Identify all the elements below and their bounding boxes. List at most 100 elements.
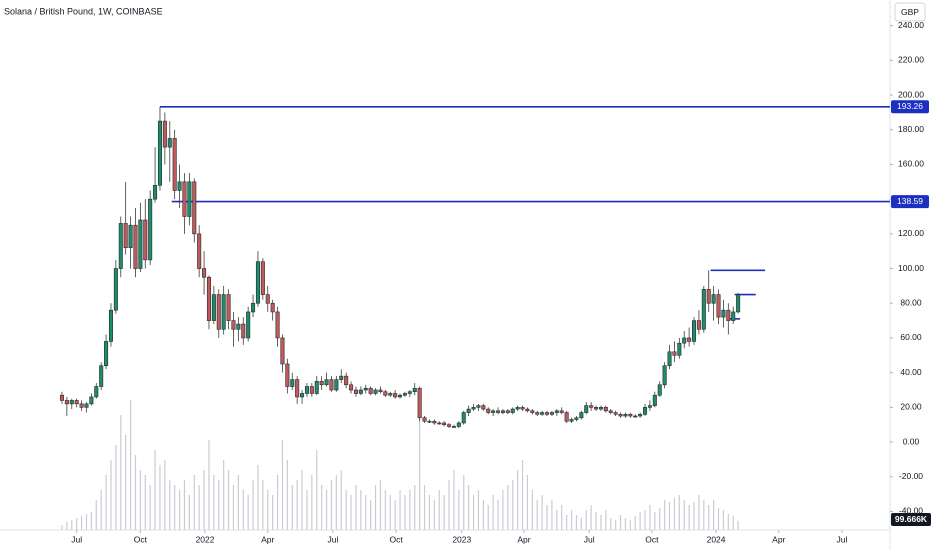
candle-body — [84, 403, 89, 408]
volume-bar — [472, 495, 475, 530]
candle-body — [162, 120, 167, 148]
volume-bar — [600, 515, 602, 530]
candle-body — [363, 387, 368, 391]
candle-body — [417, 387, 422, 419]
candle-body — [638, 413, 643, 417]
candle-body — [569, 419, 574, 422]
y-tick-label: 60.00 — [900, 332, 922, 342]
candle-body — [402, 393, 407, 396]
candle-body — [437, 422, 442, 425]
candle-body — [251, 302, 256, 313]
volume-bar — [134, 455, 137, 530]
candle-body — [358, 389, 363, 394]
volume-bar — [355, 485, 357, 530]
volume-bar — [164, 460, 166, 530]
x-tick-label: 2022 — [196, 534, 215, 544]
volume-bar — [66, 522, 68, 530]
candle-body — [594, 407, 599, 410]
y-tick-label: -40.00 — [899, 506, 923, 516]
volume-bar — [394, 500, 396, 530]
volume-bar — [335, 475, 337, 530]
volume-bar — [419, 390, 421, 530]
volume-bar — [566, 515, 568, 530]
candle-body — [295, 379, 300, 398]
x-tick-label: Apr — [517, 534, 530, 544]
x-tick-label: Oct — [134, 534, 148, 544]
volume-bar — [237, 475, 239, 530]
volume-bar — [649, 505, 651, 530]
candle-body — [202, 268, 207, 278]
volume-bar — [365, 495, 367, 530]
candle-body — [334, 379, 339, 391]
candle-body — [373, 389, 378, 394]
volume-bar — [634, 516, 636, 530]
volume-bar — [409, 490, 411, 530]
candle-body — [510, 408, 515, 413]
candle-body — [515, 407, 520, 410]
volume-bar — [708, 505, 710, 530]
candle-body — [118, 223, 123, 269]
volume-bar — [267, 490, 269, 530]
candle-body — [530, 410, 535, 413]
volume-bar — [414, 485, 416, 530]
volume-bar — [120, 415, 122, 530]
volume-bar — [546, 505, 548, 530]
volume-bar — [272, 495, 274, 530]
candle-body — [108, 309, 113, 342]
x-tick-label: Jul — [584, 534, 595, 544]
volume-bar — [95, 500, 97, 530]
volume-bar — [624, 518, 627, 530]
volume-bar — [159, 465, 161, 530]
x-tick-label: Apr — [772, 534, 785, 544]
volume-bar — [198, 485, 200, 530]
volume-bar — [556, 510, 558, 530]
volume-bar — [722, 510, 725, 530]
candle-body — [368, 387, 373, 394]
candle-body — [69, 400, 74, 405]
candle-body — [662, 365, 667, 386]
candle-body — [270, 302, 275, 313]
candle-body — [598, 407, 603, 410]
volume-bar — [570, 510, 573, 530]
candle-body — [383, 391, 388, 396]
volume-bar — [203, 470, 205, 530]
volume-bar — [193, 475, 195, 530]
volume-bar — [698, 495, 700, 530]
candle-body — [584, 405, 589, 413]
candle-body — [696, 320, 701, 330]
volume-bar — [316, 450, 318, 530]
volume-bar — [350, 495, 352, 530]
volume-bar — [463, 475, 465, 530]
candle-body — [177, 181, 182, 191]
y-tick-label: 20.00 — [900, 402, 922, 412]
volume-bar — [678, 495, 680, 530]
candle-body — [167, 138, 172, 148]
volume-bar — [590, 505, 592, 530]
candle-body — [221, 294, 226, 330]
candle-body — [613, 412, 618, 415]
volume-bar — [585, 510, 587, 530]
volume-bar — [61, 525, 63, 530]
volume-bar — [629, 520, 631, 530]
volume-bar — [502, 490, 504, 530]
candle-body — [716, 294, 721, 318]
candle-body — [378, 389, 383, 393]
candle-body — [466, 408, 471, 413]
candle-body — [206, 276, 211, 321]
candle-body — [231, 320, 236, 330]
volume-bar — [71, 520, 73, 530]
volume-bar — [360, 490, 362, 530]
volume-bar — [615, 520, 617, 530]
volume-bar — [477, 490, 480, 530]
y-tick-label: 80.00 — [900, 298, 922, 308]
candle-body — [652, 394, 657, 406]
volume-bar — [507, 485, 509, 530]
candle-body — [172, 138, 177, 191]
volume-bar — [737, 520, 739, 530]
volume-bar — [306, 490, 308, 530]
candle-body — [608, 410, 613, 413]
volume-bar — [487, 505, 489, 530]
candle-body — [104, 341, 109, 367]
candle-body — [123, 223, 128, 249]
volume-bar — [536, 500, 538, 530]
